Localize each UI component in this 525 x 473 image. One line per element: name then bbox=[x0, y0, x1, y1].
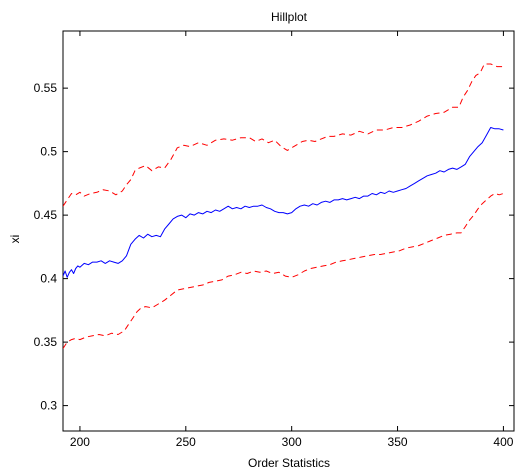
y-tick-label: 0.3 bbox=[40, 399, 57, 413]
y-tick-label: 0.35 bbox=[34, 335, 58, 349]
plot-area bbox=[62, 30, 515, 432]
y-axis: 0.3 0.35 0.4 0.45 0.5 0.55 bbox=[34, 81, 514, 413]
x-tick-label: 200 bbox=[70, 435, 90, 449]
x-tick-label: 250 bbox=[176, 435, 196, 449]
y-tick-label: 0.4 bbox=[40, 272, 57, 286]
confidence-band-line-2 bbox=[63, 193, 504, 349]
plot-frame bbox=[62, 30, 515, 432]
y-axis-label: xi bbox=[8, 235, 22, 244]
y-tick-label: 0.5 bbox=[40, 145, 57, 159]
estimate-line-1 bbox=[63, 127, 504, 278]
x-tick-label: 300 bbox=[282, 435, 302, 449]
chart-title: Hillplot bbox=[271, 10, 308, 24]
x-axis: 200 250 300 350 400 bbox=[70, 31, 514, 449]
y-tick-label: 0.45 bbox=[34, 208, 58, 222]
y-tick-label: 0.55 bbox=[34, 81, 58, 95]
x-axis-label: Order Statistics bbox=[248, 456, 330, 470]
x-tick-label: 400 bbox=[493, 435, 513, 449]
confidence-band-line-0 bbox=[63, 63, 504, 207]
x-tick-label: 350 bbox=[388, 435, 408, 449]
